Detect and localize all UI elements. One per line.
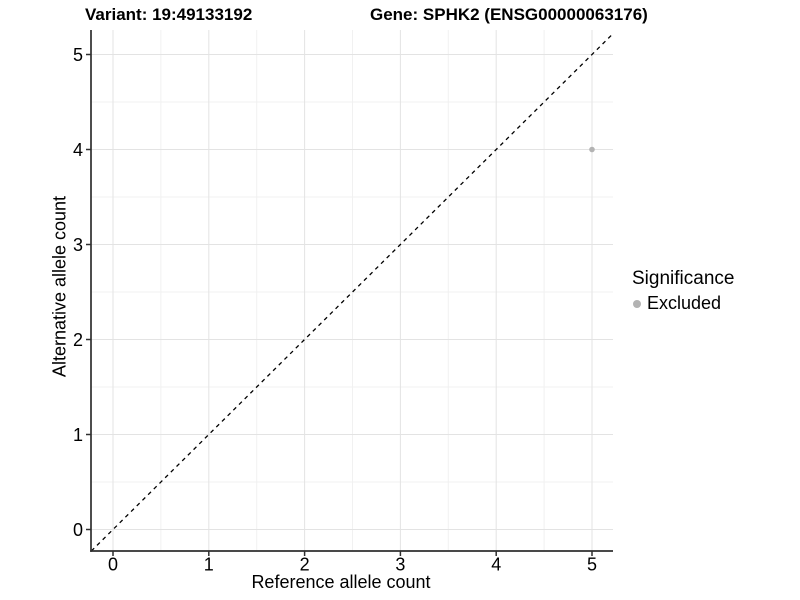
legend-item-excluded: Excluded (632, 293, 734, 314)
y-axis-title: Alternative allele count (49, 195, 70, 378)
x-tick-label: 3 (395, 555, 405, 575)
data-point-excluded (589, 146, 595, 153)
y-tick-label: 4 (73, 140, 83, 160)
y-tick-label: 1 (73, 425, 83, 445)
x-tick-label: 0 (108, 555, 118, 575)
x-tick-label: 2 (300, 555, 310, 575)
x-tick-label: 5 (587, 555, 597, 575)
legend: Significance Excluded (632, 267, 734, 314)
y-tick-label: 2 (73, 330, 83, 350)
y-tick-label: 0 (73, 520, 83, 540)
plot-title-gene: Gene: SPHK2 (ENSG00000063176) (370, 5, 648, 24)
y-tick-label: 5 (73, 45, 83, 65)
y-tick-label: 3 (73, 235, 83, 255)
legend-item-label: Excluded (647, 293, 722, 313)
legend-key-dot (633, 299, 641, 308)
legend-title: Significance (632, 268, 735, 289)
plot-title-variant: Variant: 19:49133192 (85, 5, 253, 24)
x-axis-title: Reference allele count (251, 572, 431, 592)
identity-line (90, 33, 614, 552)
x-tick-label: 4 (491, 555, 501, 575)
x-tick-label: 1 (204, 555, 214, 575)
